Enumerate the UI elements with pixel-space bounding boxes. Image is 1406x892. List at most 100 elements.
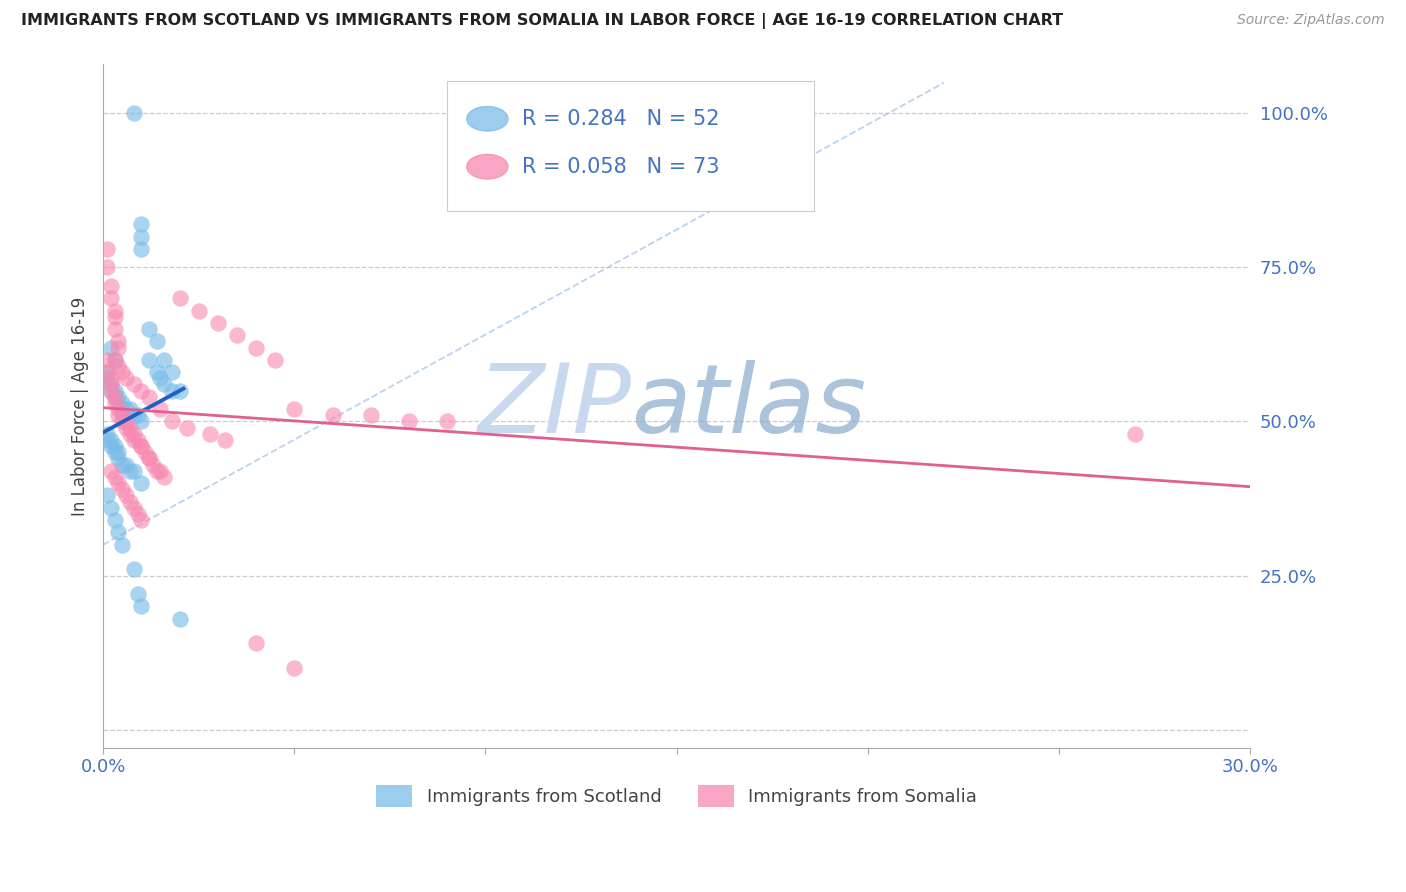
Point: [107, 334, 129, 349]
Point: [118, 494, 141, 508]
Point: [169, 612, 191, 626]
Point: [100, 279, 122, 293]
Point: [127, 409, 149, 423]
Point: [398, 414, 420, 428]
Y-axis label: In Labor Force | Age 16-19: In Labor Force | Age 16-19: [72, 296, 89, 516]
Point: [142, 458, 165, 472]
Point: [111, 458, 134, 472]
Point: [96, 371, 118, 385]
Point: [145, 365, 167, 379]
Point: [127, 433, 149, 447]
Point: [100, 377, 122, 392]
Point: [138, 451, 160, 466]
Point: [104, 513, 127, 527]
Point: [134, 445, 156, 459]
Point: [107, 451, 129, 466]
Circle shape: [467, 154, 508, 179]
Point: [111, 414, 134, 428]
Point: [100, 377, 122, 392]
Point: [100, 500, 122, 515]
Point: [122, 409, 145, 423]
Point: [96, 426, 118, 441]
Point: [131, 229, 153, 244]
Point: [122, 562, 145, 576]
Point: [100, 291, 122, 305]
Point: [111, 409, 134, 423]
Point: [122, 500, 145, 515]
Point: [107, 476, 129, 491]
Point: [96, 242, 118, 256]
Point: [226, 328, 249, 343]
Point: [283, 661, 305, 675]
Point: [104, 390, 127, 404]
Point: [145, 334, 167, 349]
FancyBboxPatch shape: [447, 81, 814, 211]
Point: [436, 414, 458, 428]
Point: [138, 451, 160, 466]
Point: [153, 377, 176, 392]
Point: [283, 402, 305, 417]
Point: [214, 433, 236, 447]
Point: [104, 352, 127, 367]
Point: [115, 488, 138, 502]
Point: [96, 352, 118, 367]
Point: [245, 636, 267, 650]
Point: [107, 445, 129, 459]
Point: [118, 420, 141, 434]
Text: atlas: atlas: [631, 359, 866, 452]
Point: [107, 396, 129, 410]
Point: [122, 426, 145, 441]
Point: [107, 525, 129, 540]
Point: [131, 439, 153, 453]
Point: [122, 433, 145, 447]
Point: [264, 352, 287, 367]
Text: ZIP: ZIP: [477, 359, 631, 452]
Point: [107, 390, 129, 404]
Point: [107, 409, 129, 423]
Point: [145, 464, 167, 478]
Point: [100, 384, 122, 398]
Legend: Immigrants from Scotland, Immigrants from Somalia: Immigrants from Scotland, Immigrants fro…: [368, 778, 984, 814]
Point: [111, 538, 134, 552]
Point: [104, 445, 127, 459]
Point: [131, 384, 153, 398]
Point: [96, 365, 118, 379]
Text: Source: ZipAtlas.com: Source: ZipAtlas.com: [1237, 13, 1385, 28]
Point: [149, 464, 172, 478]
Point: [138, 390, 160, 404]
Point: [115, 420, 138, 434]
Point: [104, 322, 127, 336]
Point: [149, 402, 172, 417]
Point: [131, 242, 153, 256]
Point: [100, 464, 122, 478]
Point: [131, 414, 153, 428]
Point: [111, 482, 134, 496]
Text: IMMIGRANTS FROM SCOTLAND VS IMMIGRANTS FROM SOMALIA IN LABOR FORCE | AGE 16-19 C: IMMIGRANTS FROM SCOTLAND VS IMMIGRANTS F…: [21, 13, 1063, 29]
Point: [131, 513, 153, 527]
Point: [96, 365, 118, 379]
Point: [104, 384, 127, 398]
Point: [169, 291, 191, 305]
Point: [104, 390, 127, 404]
Point: [96, 433, 118, 447]
Point: [104, 352, 127, 367]
Point: [138, 322, 160, 336]
Text: R = 0.058   N = 73: R = 0.058 N = 73: [522, 157, 720, 177]
Point: [107, 359, 129, 373]
Circle shape: [467, 106, 508, 131]
Point: [160, 414, 183, 428]
Point: [131, 217, 153, 231]
Point: [127, 587, 149, 601]
Point: [115, 458, 138, 472]
Point: [100, 341, 122, 355]
Point: [96, 488, 118, 502]
Point: [96, 260, 118, 275]
Point: [131, 476, 153, 491]
Point: [100, 433, 122, 447]
Point: [104, 310, 127, 324]
Point: [115, 414, 138, 428]
Point: [115, 371, 138, 385]
Point: [198, 426, 221, 441]
Point: [104, 303, 127, 318]
Point: [122, 106, 145, 120]
